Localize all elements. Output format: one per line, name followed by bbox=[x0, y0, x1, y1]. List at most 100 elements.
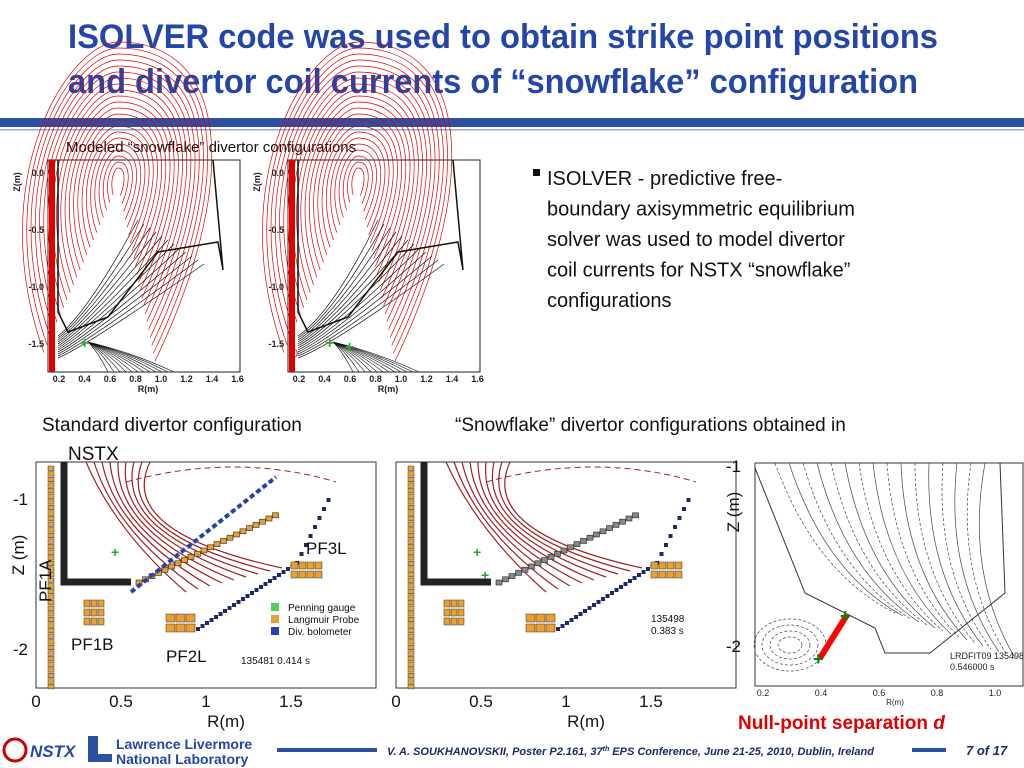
flux-surface bbox=[51, 83, 183, 307]
coil bbox=[674, 561, 683, 570]
outer-wall-tile bbox=[560, 624, 565, 628]
center-stack-tile bbox=[47, 672, 55, 678]
center-stack-tile bbox=[407, 532, 415, 538]
outer-wall-tile bbox=[619, 585, 623, 589]
outer-wall-tile bbox=[574, 615, 578, 619]
outer-wall-tile bbox=[556, 627, 560, 631]
x-axis-label: R(m) bbox=[138, 384, 159, 394]
coil bbox=[90, 599, 98, 608]
x-axis-label: R(m) bbox=[207, 712, 245, 731]
center-stack-tile bbox=[407, 661, 415, 667]
outer-wall-tile bbox=[227, 606, 232, 610]
title-line: and divertor coil currents of “snowflake… bbox=[68, 63, 918, 101]
flux-contour bbox=[858, 462, 944, 632]
flux-contour bbox=[872, 462, 952, 635]
flux-contour bbox=[830, 462, 928, 626]
center-stack-tile bbox=[407, 544, 415, 550]
center-stack-tile bbox=[407, 493, 415, 499]
center-stack-tile bbox=[407, 538, 415, 544]
tile bbox=[521, 566, 529, 573]
tile bbox=[252, 522, 260, 528]
center-stack-tile bbox=[407, 488, 415, 494]
tile bbox=[534, 560, 542, 567]
outer-wall-tile bbox=[605, 594, 610, 598]
flux-surface bbox=[68, 107, 167, 275]
divertor-leg bbox=[297, 219, 379, 337]
vessel bbox=[297, 159, 464, 333]
bullet-line: configurations bbox=[547, 290, 672, 312]
flux-surface bbox=[325, 131, 390, 244]
flux-surface bbox=[330, 137, 386, 236]
tile bbox=[599, 528, 607, 535]
footer-rule bbox=[277, 748, 377, 752]
null-point-label: Null-point separation d bbox=[738, 713, 945, 734]
outer-wall-tile bbox=[682, 507, 686, 511]
divertor-leg bbox=[297, 235, 403, 345]
y-tick-label: -2 bbox=[726, 637, 741, 656]
center-stack-tile bbox=[47, 504, 55, 510]
divertor-leg bbox=[57, 239, 169, 347]
citation-part: V. A. SOUKHANOVSKII, Poster P2.161, 37 bbox=[387, 746, 603, 758]
x-point-marker: + bbox=[345, 339, 354, 356]
coil bbox=[666, 570, 675, 579]
center-stack-tile bbox=[407, 594, 415, 600]
outer-wall-tile bbox=[259, 585, 263, 589]
coil bbox=[450, 599, 458, 608]
outer-wall-tile bbox=[664, 543, 668, 547]
field-line bbox=[445, 461, 547, 593]
outer-wall-tile bbox=[308, 534, 313, 538]
divertor-leg bbox=[87, 341, 115, 373]
tile bbox=[593, 531, 600, 538]
coil bbox=[650, 561, 659, 570]
coil bbox=[83, 608, 91, 617]
outer-wall-tile bbox=[286, 567, 290, 571]
x-tick-label: 0.4 bbox=[815, 688, 828, 698]
outer-wall-tile bbox=[277, 573, 281, 577]
outer-wall-tile bbox=[304, 543, 308, 547]
outer-wall-tile bbox=[263, 582, 268, 586]
nstx-logo bbox=[2, 737, 28, 763]
outer-wall-tile bbox=[673, 525, 677, 529]
x-point-marker: + bbox=[813, 649, 824, 669]
flux-contour bbox=[761, 624, 819, 666]
coil bbox=[90, 617, 98, 626]
center-stack-tile bbox=[47, 488, 55, 494]
x-tick-label: 1.0 bbox=[989, 688, 1002, 698]
tile bbox=[632, 512, 639, 519]
null-point-text: Null-point separation bbox=[738, 713, 933, 734]
center-stack-tile bbox=[47, 650, 55, 656]
flux-surface bbox=[22, 41, 213, 362]
outer-wall-tile bbox=[200, 624, 205, 628]
divertor-leg bbox=[297, 259, 439, 357]
flux-contour bbox=[978, 462, 1016, 659]
outer-wall-tile bbox=[628, 579, 632, 583]
outer-wall-tile bbox=[565, 621, 569, 625]
tile bbox=[586, 534, 594, 541]
flux-surface bbox=[266, 47, 448, 354]
center-stack-tile bbox=[407, 583, 415, 589]
divertor-leg bbox=[297, 231, 397, 343]
coil bbox=[450, 608, 458, 617]
flux-surface bbox=[351, 167, 365, 196]
flux-contour bbox=[802, 462, 912, 620]
outer-wall-tile bbox=[614, 588, 619, 592]
tile bbox=[573, 541, 581, 547]
center-stack-tile bbox=[47, 471, 55, 477]
center-stack-tile bbox=[47, 616, 55, 622]
bullet-line: ISOLVER - predictive free- bbox=[547, 168, 782, 190]
center-stack-tile bbox=[407, 521, 415, 527]
center-stack-tile bbox=[47, 493, 55, 499]
center-stack-tile bbox=[47, 527, 55, 533]
citation: V. A. SOUKHANOVSKII, Poster P2.161, 37th… bbox=[387, 746, 874, 758]
x-point-marker: + bbox=[80, 335, 89, 352]
coil bbox=[443, 599, 451, 608]
nstx-text: NSTX bbox=[30, 742, 77, 761]
flux-surface bbox=[342, 155, 373, 212]
y-axis-label: Z(m) bbox=[252, 172, 262, 192]
y-tick-label: -2 bbox=[13, 640, 28, 659]
center-stack-tile bbox=[407, 616, 415, 622]
y-tick-label: -1 bbox=[726, 457, 741, 476]
flux-surface bbox=[347, 161, 369, 204]
divertor-leg bbox=[57, 219, 139, 337]
